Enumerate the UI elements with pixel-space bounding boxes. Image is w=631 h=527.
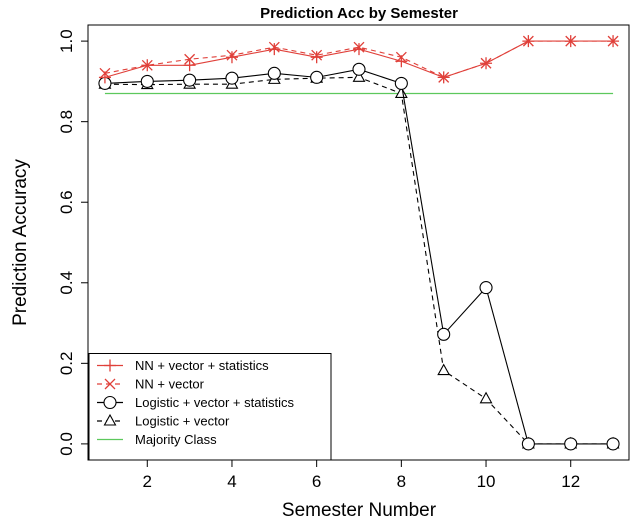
- legend-item: NN + vector + statistics: [97, 358, 269, 373]
- x-tick-label: 2: [143, 472, 152, 491]
- y-axis-title: Prediction Accuracy: [10, 159, 31, 326]
- data-point: [564, 35, 577, 48]
- data-point: [140, 74, 154, 88]
- data-point: [394, 86, 408, 99]
- data-point: [479, 281, 493, 295]
- legend-marker: [103, 413, 117, 426]
- x-axis: 2 4 6 8 10 12: [143, 460, 580, 491]
- data-point: [310, 51, 323, 64]
- legend-item: Logistic + vector + statistics: [97, 395, 294, 410]
- x-tick-label: 12: [561, 472, 580, 491]
- legend-label: NN + vector + statistics: [135, 358, 269, 373]
- legend-label: Logistic + vector: [135, 414, 230, 429]
- plot-frame: [87, 24, 630, 461]
- data-point: [352, 62, 366, 76]
- legend-label: NN + vector: [135, 377, 205, 392]
- legend-box: [88, 353, 332, 461]
- legend-item: NN + vector: [97, 377, 205, 392]
- data-point: [183, 59, 196, 72]
- y-tick-label: 0.8: [57, 110, 76, 134]
- x-tick-label: 8: [397, 472, 406, 491]
- y-tick-label: 0.0: [57, 432, 76, 456]
- data-point: [352, 70, 366, 82]
- legend-label: Logistic + vector + statistics: [135, 395, 294, 410]
- legend-marker: [104, 359, 116, 372]
- data-point: [310, 70, 324, 84]
- data-point: [141, 59, 154, 72]
- data-point: [564, 437, 578, 451]
- data-point: [437, 327, 451, 341]
- y-tick-label: 0.2: [57, 352, 76, 376]
- data-point: [395, 55, 408, 68]
- data-point: [521, 437, 535, 451]
- data-point: [268, 43, 281, 56]
- series-logistic-vector-statistics: [98, 62, 620, 451]
- series-layer: [98, 35, 620, 451]
- x-axis-title: Semester Number: [282, 500, 437, 521]
- data-point: [437, 71, 450, 84]
- legend-item: Logistic + vector: [97, 414, 230, 429]
- data-point: [184, 53, 196, 65]
- data-point: [480, 57, 493, 70]
- data-point: [607, 35, 620, 48]
- legend-marker: [104, 378, 116, 390]
- y-axis: 0.0 0.2 0.4 0.6 0.8 1.0: [57, 29, 88, 456]
- data-point: [225, 51, 238, 64]
- x-tick-label: 10: [477, 472, 496, 491]
- data-point: [522, 35, 535, 48]
- data-point: [479, 391, 493, 404]
- data-point: [267, 66, 281, 80]
- y-tick-label: 0.4: [57, 271, 76, 295]
- x-tick-label: 6: [312, 472, 321, 491]
- data-point: [606, 437, 620, 451]
- y-tick-label: 0.6: [57, 190, 76, 214]
- data-point: [437, 363, 451, 376]
- legend-marker: [103, 395, 117, 410]
- legend: NN + vector + statistics NN + vector Logis…: [88, 353, 332, 461]
- data-point: [225, 71, 239, 85]
- y-tick-label: 1.0: [57, 29, 76, 53]
- series-nn-vector-statistics: [98, 35, 620, 84]
- data-point: [394, 76, 408, 90]
- data-point: [183, 73, 197, 87]
- data-point: [98, 71, 111, 84]
- chart-title: Prediction Acc by Semester: [260, 5, 458, 22]
- x-tick-label: 4: [227, 472, 236, 491]
- data-point: [353, 43, 365, 56]
- legend-item: Majority Class: [97, 432, 217, 447]
- legend-label: Majority Class: [135, 432, 217, 447]
